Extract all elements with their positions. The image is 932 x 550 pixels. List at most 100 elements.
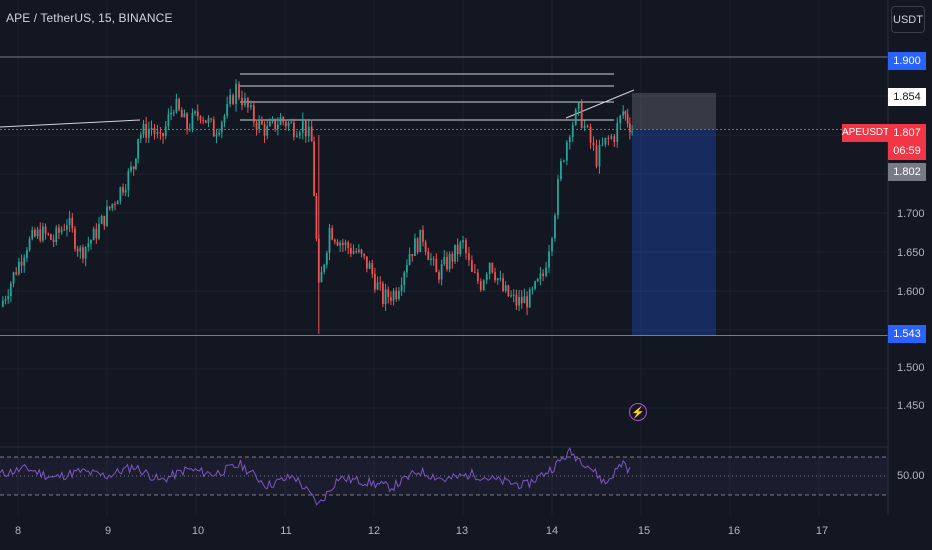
candle-body <box>320 271 323 283</box>
candle-body <box>592 142 595 146</box>
candle-body <box>71 217 74 229</box>
symbol-title[interactable]: APE / TetherUS, 15, BINANCE <box>6 11 173 25</box>
time-axis-label: 15 <box>637 525 651 537</box>
candle-body <box>132 166 135 169</box>
price-axis-label: 1.450 <box>897 400 925 412</box>
candle-body <box>204 120 207 123</box>
candle-body <box>373 273 376 290</box>
candle-body <box>628 123 631 133</box>
candle-body <box>139 134 142 139</box>
candle-body <box>47 233 50 235</box>
candle-body <box>626 114 629 124</box>
candle-body <box>122 187 124 193</box>
candle-body <box>586 125 589 127</box>
candle-body <box>229 95 232 105</box>
candle-body <box>568 136 571 143</box>
candle-body <box>427 251 430 260</box>
candle-body <box>199 116 202 120</box>
candle-body <box>252 105 255 123</box>
candle-body <box>130 166 132 171</box>
candle-body <box>271 118 274 122</box>
candle-body <box>365 256 368 269</box>
candle-body <box>520 297 523 304</box>
candle-body <box>215 134 218 137</box>
candle-body <box>287 122 290 127</box>
candle-body <box>485 274 488 281</box>
candle-body <box>471 260 473 272</box>
candle-body <box>368 263 371 269</box>
candle-body <box>68 217 71 226</box>
candle-body <box>276 124 279 130</box>
candle-body <box>293 122 295 137</box>
candle-body <box>551 238 553 252</box>
candle-body <box>526 296 528 308</box>
currency-button[interactable]: USDT <box>891 6 925 33</box>
candle-body <box>451 254 454 262</box>
candle-body <box>357 249 360 253</box>
candle-body <box>153 128 156 135</box>
time-axis-label: 17 <box>815 525 829 537</box>
candle-body <box>468 253 470 261</box>
candle-body <box>488 262 491 275</box>
candle-body <box>438 272 440 280</box>
candle-body <box>604 137 607 145</box>
candle-body <box>610 136 613 139</box>
position-target-tag: 1.543 <box>888 325 926 343</box>
candle-body <box>518 297 520 306</box>
candle-body <box>536 278 539 282</box>
candle-body <box>268 121 271 127</box>
candle-body <box>400 285 403 292</box>
candle-body <box>574 109 577 125</box>
candle-body <box>406 264 408 273</box>
candle-body <box>4 299 7 301</box>
candle-body <box>260 119 263 125</box>
candle-body <box>310 126 313 142</box>
candle-body <box>331 227 334 240</box>
candle-body <box>384 289 387 305</box>
candle-body <box>76 248 79 252</box>
candle-body <box>207 118 210 123</box>
candle-body <box>235 83 237 105</box>
candle-body <box>430 258 432 260</box>
candle-body <box>473 271 476 273</box>
candle-body <box>194 111 197 114</box>
candle-body <box>298 132 301 136</box>
candle-body <box>186 113 188 130</box>
candle-body <box>465 240 467 254</box>
candle-body <box>491 262 494 273</box>
candle-body <box>39 229 42 241</box>
current-price-tag: 1.807 <box>888 124 926 142</box>
candle-body <box>435 258 438 273</box>
candle-body <box>249 105 252 108</box>
candle-body <box>459 242 462 255</box>
candle-body <box>557 179 559 216</box>
candle-body <box>284 121 287 127</box>
candle-body <box>422 229 424 242</box>
candle-body <box>387 289 390 298</box>
candle-body <box>63 229 66 231</box>
candle-body <box>565 142 568 161</box>
candle-body <box>416 238 419 253</box>
candle-body <box>379 282 382 284</box>
candle-body <box>98 223 100 239</box>
previous-close-tag: 1.802 <box>888 163 926 181</box>
lightning-bolt-icon[interactable]: ⚡ <box>629 403 647 421</box>
candle-body <box>124 189 127 193</box>
candle-body <box>135 158 137 169</box>
candle-body <box>290 122 293 124</box>
candle-body <box>42 226 44 241</box>
candle-body <box>363 253 366 257</box>
candle-body <box>446 256 448 270</box>
candle-body <box>315 195 318 240</box>
candle-body <box>499 278 502 280</box>
candle-body <box>212 119 215 137</box>
candle-body <box>376 282 379 290</box>
candle-body <box>595 145 598 167</box>
candle-body <box>554 215 556 239</box>
candle-body <box>403 272 406 286</box>
candle-body <box>510 295 512 297</box>
candle-body <box>279 117 282 125</box>
candle-body <box>66 225 68 230</box>
symbol-tag: APEUSDT <box>842 124 889 142</box>
